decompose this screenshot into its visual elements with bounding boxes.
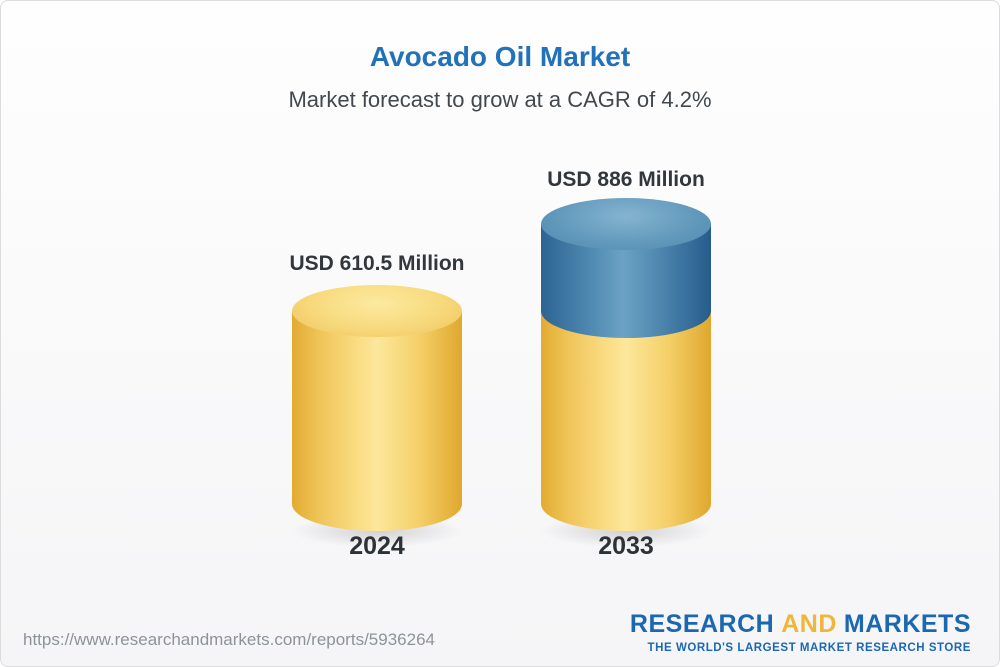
bar-2033-base-segment <box>541 311 711 531</box>
bar-2024-top-cap <box>292 285 462 338</box>
logo-word-and: AND <box>781 610 837 638</box>
logo-word-research: RESEARCH <box>629 610 775 638</box>
logo-wordmark: RESEARCH AND MARKETS <box>630 610 971 639</box>
axis-label-2033: 2033 <box>598 532 654 560</box>
chart-subtitle: Market forecast to grow at a CAGR of 4.2… <box>288 87 712 112</box>
value-label-2033: USD 886 Million <box>547 168 705 191</box>
value-label-2024: USD 610.5 Million <box>289 252 465 275</box>
logo-word-markets: MARKETS <box>843 610 971 638</box>
bar-2024-body <box>292 311 462 531</box>
report-url: https://www.researchandmarkets.com/repor… <box>23 630 435 649</box>
research-and-markets-logo: RESEARCH AND MARKETS THE WORLD'S LARGEST… <box>630 610 971 654</box>
axis-label-2024: 2024 <box>349 532 405 560</box>
bar-2033-top-cap <box>541 198 711 250</box>
logo-tagline: THE WORLD'S LARGEST MARKET RESEARCH STOR… <box>647 642 971 654</box>
chart-title: Avocado Oil Market <box>369 41 631 72</box>
